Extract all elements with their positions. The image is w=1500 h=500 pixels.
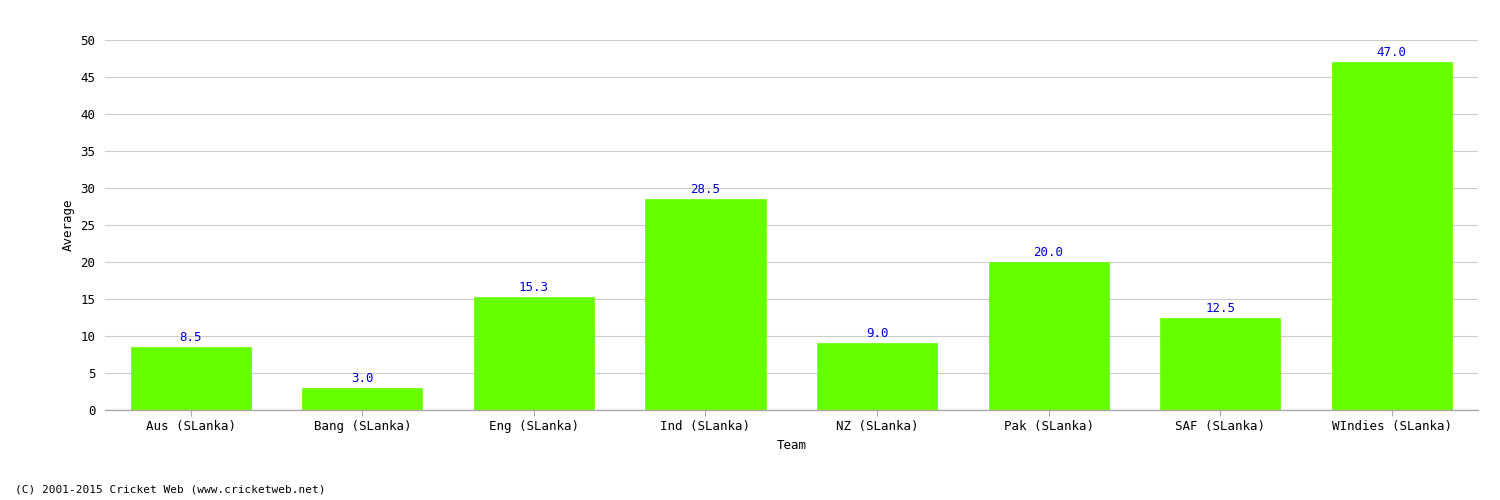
Bar (303, 388, 423, 410)
Text: 28.5: 28.5 (690, 183, 720, 196)
Bar (645, 199, 765, 410)
Text: 8.5: 8.5 (180, 331, 203, 344)
Bar (988, 262, 1108, 410)
Bar (1332, 62, 1452, 410)
Y-axis label: Average: Average (62, 198, 75, 251)
Bar (130, 347, 251, 410)
X-axis label: Team: Team (777, 439, 807, 452)
Bar (818, 344, 938, 410)
Text: 3.0: 3.0 (351, 372, 374, 385)
Bar (1160, 318, 1280, 410)
Text: 47.0: 47.0 (1377, 46, 1407, 59)
Text: 9.0: 9.0 (865, 328, 888, 340)
Text: 12.5: 12.5 (1204, 302, 1234, 314)
Bar (474, 297, 594, 410)
Text: 15.3: 15.3 (519, 281, 549, 294)
Text: 20.0: 20.0 (1034, 246, 1064, 259)
Text: (C) 2001-2015 Cricket Web (www.cricketweb.net): (C) 2001-2015 Cricket Web (www.cricketwe… (15, 485, 326, 495)
